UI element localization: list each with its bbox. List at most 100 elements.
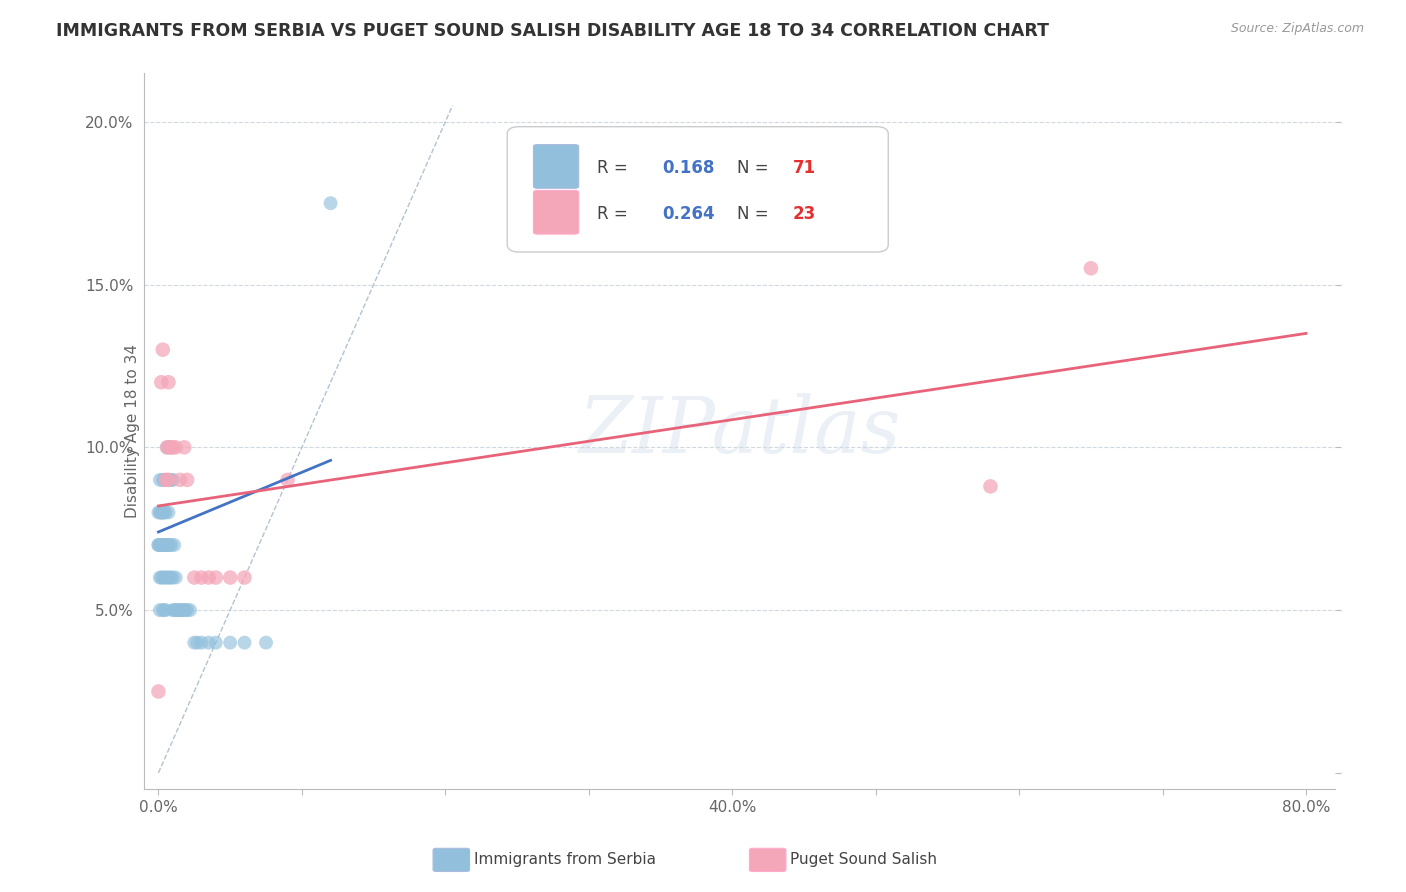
Point <box>156 538 179 552</box>
Point <box>162 570 184 584</box>
Point <box>319 196 342 211</box>
Point <box>162 441 184 455</box>
Point <box>979 479 1001 493</box>
Point <box>233 570 256 584</box>
Point <box>150 505 173 519</box>
Point <box>219 570 242 584</box>
FancyBboxPatch shape <box>508 127 889 252</box>
Point <box>152 538 174 552</box>
Point <box>149 505 172 519</box>
Point <box>173 441 195 455</box>
Point <box>150 505 173 519</box>
Point <box>157 538 180 552</box>
Point <box>156 570 179 584</box>
Point <box>176 603 198 617</box>
Point <box>166 603 188 617</box>
Point <box>155 570 177 584</box>
Text: Immigrants from Serbia: Immigrants from Serbia <box>474 853 655 867</box>
Point <box>165 441 187 455</box>
Point <box>170 603 193 617</box>
Point <box>148 684 170 698</box>
Point <box>159 441 181 455</box>
Point <box>157 473 180 487</box>
Point <box>149 603 172 617</box>
Point <box>153 570 176 584</box>
Point <box>155 538 177 552</box>
Point <box>172 603 194 617</box>
Point <box>149 473 172 487</box>
Point <box>173 603 195 617</box>
Point <box>150 376 173 390</box>
Point <box>149 570 172 584</box>
Point <box>157 376 180 390</box>
Point <box>159 570 181 584</box>
Point <box>156 441 179 455</box>
Point <box>190 635 212 649</box>
Point <box>156 441 179 455</box>
Point <box>157 441 180 455</box>
Text: 0.264: 0.264 <box>662 205 714 223</box>
Point <box>152 343 174 357</box>
Point <box>157 570 180 584</box>
Point <box>277 473 299 487</box>
Point <box>169 473 191 487</box>
Point <box>165 570 187 584</box>
Point <box>149 538 172 552</box>
Point <box>219 635 242 649</box>
Point <box>153 538 176 552</box>
Point <box>160 441 183 455</box>
Text: 71: 71 <box>793 160 815 178</box>
Point <box>197 570 219 584</box>
Point <box>150 538 173 552</box>
Point <box>148 505 170 519</box>
Point <box>150 570 173 584</box>
Point <box>179 603 201 617</box>
Point <box>190 570 212 584</box>
Text: 0.168: 0.168 <box>662 160 714 178</box>
Point <box>233 635 256 649</box>
FancyBboxPatch shape <box>533 190 579 234</box>
Point <box>204 570 226 584</box>
Point <box>176 473 198 487</box>
FancyBboxPatch shape <box>533 145 579 188</box>
Text: ZIPatlas: ZIPatlas <box>578 392 901 469</box>
Text: IMMIGRANTS FROM SERBIA VS PUGET SOUND SALISH DISABILITY AGE 18 TO 34 CORRELATION: IMMIGRANTS FROM SERBIA VS PUGET SOUND SA… <box>56 22 1049 40</box>
Point <box>159 538 181 552</box>
Point <box>162 473 184 487</box>
Point <box>160 538 183 552</box>
Point <box>152 473 174 487</box>
Text: R =: R = <box>596 160 633 178</box>
Point <box>156 538 179 552</box>
Point <box>153 473 176 487</box>
Point <box>155 473 177 487</box>
Point <box>167 603 190 617</box>
Point <box>183 635 205 649</box>
Point <box>155 505 177 519</box>
Point <box>153 505 176 519</box>
Point <box>152 538 174 552</box>
Point <box>155 603 177 617</box>
Point <box>152 603 174 617</box>
Point <box>174 603 197 617</box>
Point <box>148 538 170 552</box>
Point <box>157 505 180 519</box>
Point <box>153 603 176 617</box>
Point <box>159 473 181 487</box>
Text: Source: ZipAtlas.com: Source: ZipAtlas.com <box>1230 22 1364 36</box>
Point <box>1080 261 1102 276</box>
Point <box>162 603 184 617</box>
Point <box>155 538 177 552</box>
Text: R =: R = <box>596 205 633 223</box>
Y-axis label: Disability Age 18 to 34: Disability Age 18 to 34 <box>125 344 141 518</box>
Point <box>153 538 176 552</box>
Text: N =: N = <box>737 205 773 223</box>
Point <box>152 505 174 519</box>
Point <box>148 538 170 552</box>
Text: Puget Sound Salish: Puget Sound Salish <box>790 853 938 867</box>
Point <box>183 570 205 584</box>
Point <box>254 635 277 649</box>
Point <box>169 603 191 617</box>
Point <box>163 603 186 617</box>
Point <box>155 473 177 487</box>
Point <box>152 570 174 584</box>
